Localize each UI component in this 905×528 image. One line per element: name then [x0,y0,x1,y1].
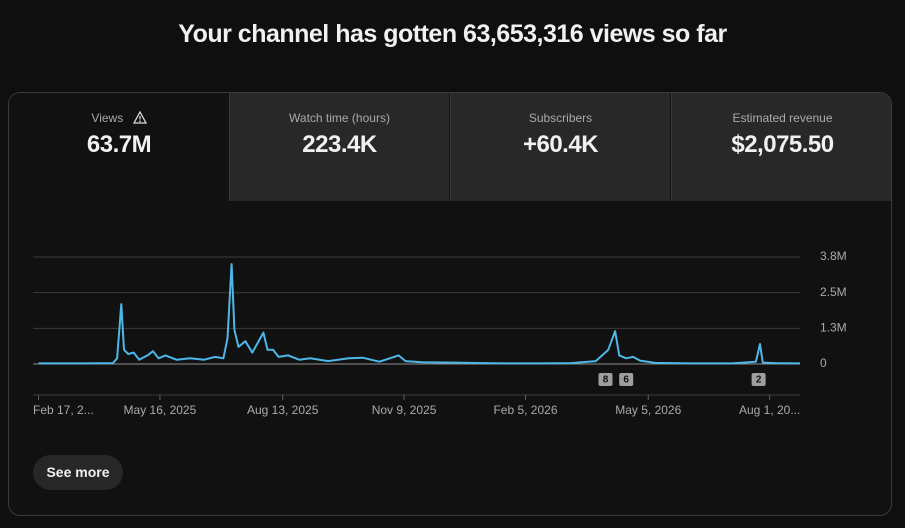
tab-value: $2,075.50 [731,131,834,158]
tab-label: Subscribers [528,111,593,125]
tab-value: 223.4K [302,131,377,158]
tab[interactable]: Estimated revenue $2,075.50 [671,93,891,201]
tab[interactable]: Subscribers +60.4K [450,93,670,201]
see-more-button[interactable]: See more [33,455,123,490]
tab[interactable]: Views 63.7M [9,93,229,201]
tab-label: Watch time (hours) [289,111,390,125]
analytics-card: Views 63.7M Watch time (hours) 223.4K Su… [8,92,892,516]
warning-icon [132,110,147,124]
tab[interactable]: Watch time (hours) 223.4K [229,93,449,201]
tab-label: Estimated revenue [732,111,833,125]
page-title: Your channel has gotten 63,653,316 views… [178,20,727,48]
tab-label: Views [91,111,124,125]
tab-value: +60.4K [522,131,599,158]
tab-label-row: Views [9,110,229,125]
tab-value: 63.7M [86,131,152,158]
